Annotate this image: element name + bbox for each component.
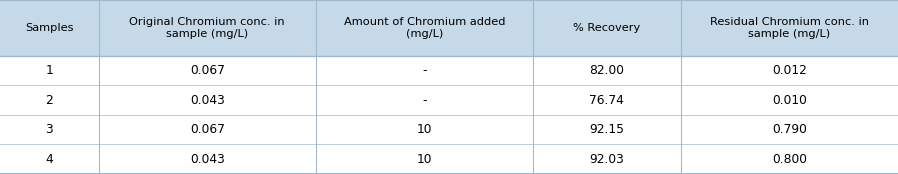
Text: Residual Chromium conc. in
sample (mg/L): Residual Chromium conc. in sample (mg/L) <box>710 17 869 39</box>
Bar <box>316 115 533 144</box>
Bar <box>681 56 898 85</box>
Text: Original Chromium conc. in
sample (mg/L): Original Chromium conc. in sample (mg/L) <box>129 17 285 39</box>
Text: % Recovery: % Recovery <box>573 23 640 33</box>
Bar <box>533 56 681 85</box>
Bar <box>533 85 681 115</box>
Bar <box>681 115 898 144</box>
Text: 92.03: 92.03 <box>589 153 624 166</box>
Bar <box>681 0 898 56</box>
Bar <box>99 115 316 144</box>
Text: 0.790: 0.790 <box>772 123 807 136</box>
Bar <box>533 0 681 56</box>
Bar <box>316 85 533 115</box>
Bar <box>0 85 99 115</box>
Text: -: - <box>422 64 427 77</box>
Text: 92.15: 92.15 <box>589 123 624 136</box>
Text: 0.010: 0.010 <box>772 94 807 106</box>
Bar <box>99 56 316 85</box>
Bar <box>533 144 681 174</box>
Bar <box>0 144 99 174</box>
Text: Amount of Chromium added
(mg/L): Amount of Chromium added (mg/L) <box>344 17 505 39</box>
Bar <box>0 0 99 56</box>
Text: 82.00: 82.00 <box>589 64 624 77</box>
Bar <box>316 144 533 174</box>
Text: 0.043: 0.043 <box>189 94 224 106</box>
Text: 0.800: 0.800 <box>772 153 807 166</box>
Text: Samples: Samples <box>25 23 74 33</box>
Text: 4: 4 <box>46 153 53 166</box>
Bar <box>681 85 898 115</box>
Text: 3: 3 <box>46 123 53 136</box>
Text: 1: 1 <box>46 64 53 77</box>
Bar <box>533 115 681 144</box>
Text: 10: 10 <box>417 153 432 166</box>
Bar <box>681 144 898 174</box>
Bar <box>316 0 533 56</box>
Bar <box>99 0 316 56</box>
Bar <box>0 115 99 144</box>
Bar <box>0 56 99 85</box>
Text: 10: 10 <box>417 123 432 136</box>
Text: 0.067: 0.067 <box>189 64 224 77</box>
Text: -: - <box>422 94 427 106</box>
Bar <box>316 56 533 85</box>
Text: 2: 2 <box>46 94 53 106</box>
Bar <box>99 144 316 174</box>
Text: 76.74: 76.74 <box>589 94 624 106</box>
Text: 0.012: 0.012 <box>772 64 807 77</box>
Text: 0.067: 0.067 <box>189 123 224 136</box>
Bar <box>99 85 316 115</box>
Text: 0.043: 0.043 <box>189 153 224 166</box>
